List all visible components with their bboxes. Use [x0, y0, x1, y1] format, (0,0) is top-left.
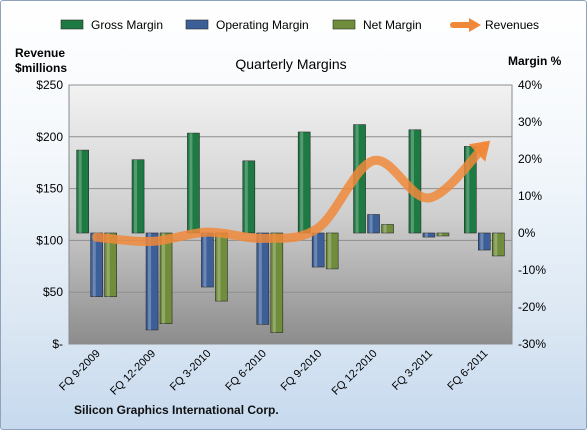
left-axis-unit-label: $millions: [15, 61, 67, 75]
revenue-point: [317, 227, 319, 229]
right-tick-label: -20%: [518, 300, 546, 314]
chart-title: Quarterly Margins: [235, 56, 346, 72]
bar-highlight: [189, 133, 193, 233]
bar-highlight: [424, 233, 428, 238]
right-tick-label: 40%: [518, 78, 542, 92]
revenue-point: [206, 231, 208, 233]
bar-gross-margin: [297, 131, 311, 234]
left-tick-label: $-: [52, 337, 63, 351]
revenue-arrowhead: [468, 140, 491, 162]
bar-highlight: [480, 233, 484, 251]
right-tick-label: 0%: [518, 226, 536, 240]
x-tick-label: FQ 6-2011: [445, 348, 490, 393]
bar-highlight: [162, 233, 166, 324]
left-tick-label: $100: [36, 233, 63, 247]
x-tick-label: FQ 12-2010: [330, 348, 380, 398]
bar-gross-margin: [187, 132, 200, 234]
bar-net-margin: [325, 232, 339, 270]
revenue-line: [92, 141, 489, 247]
bar-operating-margin: [422, 232, 436, 238]
bar-gross-margin: [242, 160, 256, 234]
legend-label: Operating Margin: [216, 18, 309, 32]
x-tick-label: FQ 3-2010: [168, 348, 214, 394]
bar-highlight: [466, 146, 470, 233]
bar-net-margin: [381, 224, 394, 234]
bar-operating-margin: [201, 232, 214, 288]
bar-net-margin: [215, 232, 228, 302]
bar-highlight: [134, 159, 138, 233]
left-axis-label: Revenue: [15, 46, 65, 60]
bar-gross-margin: [408, 129, 422, 234]
bar-net-margin: [270, 232, 284, 333]
bar-highlight: [438, 233, 442, 236]
revenue-point: [373, 160, 375, 162]
bar-operating-margin: [256, 232, 270, 325]
x-tick-label: FQ 12-2009: [108, 348, 158, 398]
x-tick-label: FQ 9-2009: [57, 348, 103, 394]
bar-net-margin: [492, 232, 505, 257]
revenue-point: [151, 240, 153, 242]
bar-highlight: [92, 233, 96, 297]
x-tick-label: FQ 6-2010: [223, 348, 269, 394]
bar-net-margin: [436, 232, 450, 237]
bar-highlight: [369, 214, 373, 233]
legend-label: Net Margin: [363, 18, 422, 32]
bar-operating-margin: [367, 214, 380, 234]
bar-operating-margin: [311, 232, 325, 268]
bar-operating-margin: [90, 232, 103, 297]
revenue-point: [262, 237, 264, 239]
bar-net-margin: [159, 232, 173, 324]
x-tick-label: FQ 3-2011: [390, 348, 435, 393]
bar-highlight: [258, 233, 262, 325]
right-tick-label: 10%: [518, 189, 542, 203]
legend-swatch-operating-margin: [185, 19, 209, 30]
revenue-point: [96, 236, 98, 238]
left-tick-label: $200: [36, 130, 63, 144]
right-tick-label: -10%: [518, 263, 546, 277]
bar-operating-margin: [478, 232, 491, 251]
bar-highlight: [300, 131, 304, 233]
bar-highlight: [272, 233, 276, 333]
legend-label: Gross Margin: [91, 18, 163, 32]
legend-swatch-gross-margin: [60, 19, 84, 30]
left-tick-label: $250: [36, 78, 63, 92]
right-tick-label: 20%: [518, 152, 542, 166]
bar-gross-margin: [76, 149, 89, 234]
right-tick-label: -30%: [518, 337, 546, 351]
right-axis-label: Margin %: [508, 54, 562, 68]
bar-highlight: [383, 224, 387, 233]
bar-highlight: [203, 233, 207, 288]
bar-highlight: [78, 150, 82, 233]
bar-highlight: [314, 233, 318, 268]
bar-highlight: [217, 233, 221, 302]
footer-company-name: Silicon Graphics International Corp.: [74, 403, 279, 417]
bar-highlight: [410, 129, 414, 233]
bar-gross-margin: [131, 159, 145, 234]
legend-arrowhead: [469, 18, 481, 32]
bar-highlight: [244, 160, 248, 233]
revenue-point: [428, 197, 430, 199]
bar-highlight: [148, 233, 152, 330]
bar-net-margin: [104, 232, 117, 297]
left-tick-label: $150: [36, 182, 63, 196]
x-tick-label: FQ 9-2010: [279, 348, 325, 394]
right-tick-label: 30%: [518, 115, 542, 129]
left-tick-label: $50: [43, 285, 63, 299]
legend-label: Revenues: [485, 18, 539, 32]
bar-highlight: [328, 233, 332, 269]
bar-highlight: [494, 233, 498, 256]
bar-highlight: [106, 233, 110, 297]
revenue-point: [483, 145, 485, 147]
legend-swatch-net-margin: [332, 19, 356, 30]
bar-operating-margin: [145, 232, 159, 331]
